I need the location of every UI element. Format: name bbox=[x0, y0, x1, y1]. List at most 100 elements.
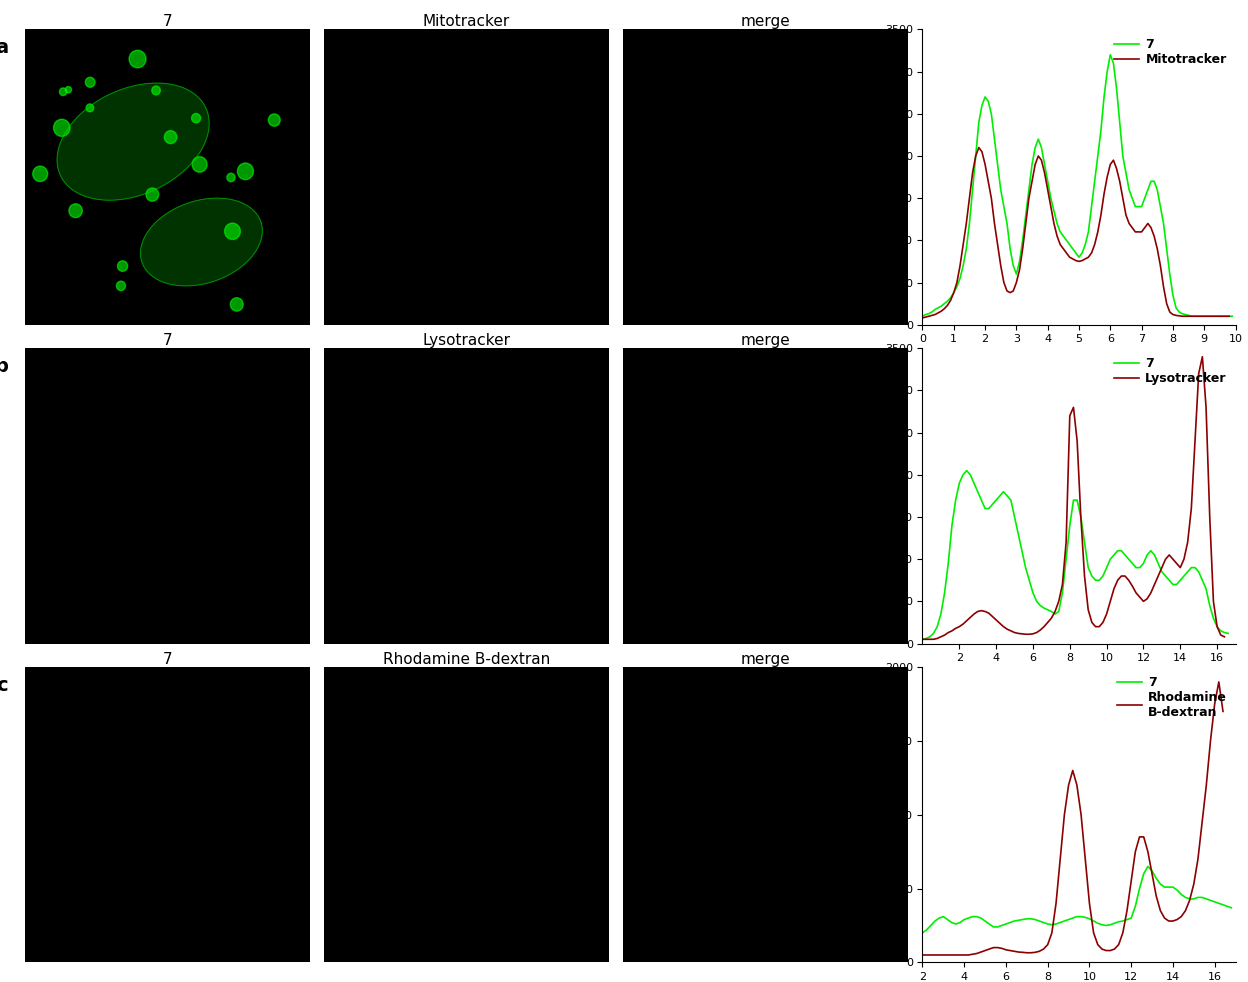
Text: b: b bbox=[0, 357, 7, 376]
7 bbox=[960, 464, 975, 476]
7 bbox=[934, 608, 948, 620]
7 bbox=[919, 632, 934, 644]
Circle shape bbox=[54, 119, 70, 136]
7 bbox=[1103, 49, 1118, 61]
Title: Lysotracker: Lysotracker bbox=[422, 333, 510, 349]
Legend: 7, Lysotracker: 7, Lysotracker bbox=[1112, 355, 1229, 388]
Mitotracker bbox=[1081, 251, 1096, 263]
Rhodamine
B-dextran bbox=[1174, 910, 1189, 922]
Rhodamine
B-dextran bbox=[1066, 765, 1081, 777]
7 bbox=[1166, 881, 1181, 893]
Lysotracker bbox=[915, 633, 930, 645]
7 bbox=[1221, 627, 1236, 639]
Lysotracker bbox=[1096, 617, 1111, 628]
Circle shape bbox=[69, 204, 82, 218]
Circle shape bbox=[165, 131, 177, 143]
7 bbox=[1212, 310, 1227, 322]
7 bbox=[1141, 860, 1156, 872]
7 bbox=[1151, 558, 1166, 570]
Circle shape bbox=[85, 78, 95, 87]
Rhodamine
B-dextran bbox=[1216, 705, 1231, 717]
7 bbox=[1070, 494, 1085, 506]
Line: 7: 7 bbox=[922, 866, 1232, 933]
Title: 7: 7 bbox=[162, 15, 172, 29]
7 bbox=[1174, 889, 1189, 900]
Legend: 7, Mitotracker: 7, Mitotracker bbox=[1112, 35, 1229, 69]
7 bbox=[1166, 578, 1181, 590]
7 bbox=[915, 633, 930, 645]
Lysotracker bbox=[934, 630, 948, 642]
Circle shape bbox=[225, 223, 241, 240]
Rhodamine
B-dextran bbox=[1187, 878, 1202, 890]
Circle shape bbox=[152, 86, 160, 95]
Title: merge: merge bbox=[741, 652, 790, 667]
7 bbox=[1203, 310, 1218, 322]
Line: Mitotracker: Mitotracker bbox=[922, 147, 1229, 318]
Mitotracker bbox=[1159, 298, 1174, 309]
Lysotracker bbox=[977, 606, 992, 618]
Text: a: a bbox=[0, 38, 7, 57]
Rhodamine
B-dextran bbox=[982, 943, 997, 955]
Lysotracker bbox=[960, 615, 975, 627]
7 bbox=[1099, 66, 1114, 78]
7 bbox=[1224, 901, 1239, 913]
Lysotracker bbox=[1132, 591, 1147, 603]
Lysotracker bbox=[1217, 630, 1232, 642]
Circle shape bbox=[146, 188, 158, 201]
Rhodamine
B-dextran bbox=[915, 949, 930, 960]
Y-axis label: relative intensity: relative intensity bbox=[869, 755, 882, 875]
Y-axis label: relative intensity: relative intensity bbox=[869, 436, 882, 556]
Circle shape bbox=[32, 166, 47, 182]
7 bbox=[987, 134, 1002, 145]
Line: 7: 7 bbox=[922, 470, 1228, 639]
X-axis label: distance (μM): distance (μM) bbox=[1025, 350, 1133, 364]
7 bbox=[915, 927, 930, 939]
7 bbox=[1055, 587, 1070, 599]
Circle shape bbox=[65, 86, 71, 93]
Circle shape bbox=[60, 88, 67, 95]
7 bbox=[1161, 881, 1176, 893]
Mitotracker bbox=[1000, 285, 1015, 297]
Title: Rhodamine B-dextran: Rhodamine B-dextran bbox=[383, 652, 550, 667]
Polygon shape bbox=[141, 198, 262, 286]
Text: c: c bbox=[0, 676, 7, 695]
Title: 7: 7 bbox=[162, 333, 172, 349]
Rhodamine
B-dextran bbox=[1212, 676, 1227, 687]
Circle shape bbox=[192, 157, 207, 172]
7 bbox=[1224, 310, 1239, 322]
Mitotracker bbox=[915, 312, 930, 324]
Title: merge: merge bbox=[741, 15, 790, 29]
Legend: 7, Rhodamine
B-dextran: 7, Rhodamine B-dextran bbox=[1114, 674, 1229, 721]
7 bbox=[1153, 878, 1168, 890]
Rhodamine
B-dextran bbox=[1015, 947, 1030, 958]
Circle shape bbox=[231, 298, 243, 311]
Mitotracker bbox=[1072, 255, 1087, 267]
Circle shape bbox=[268, 114, 281, 127]
Circle shape bbox=[191, 114, 201, 123]
Circle shape bbox=[237, 163, 253, 180]
7 bbox=[975, 99, 990, 111]
7 bbox=[940, 913, 955, 925]
Mitotracker bbox=[990, 239, 1005, 250]
Line: Lysotracker: Lysotracker bbox=[922, 356, 1224, 639]
Circle shape bbox=[117, 261, 127, 271]
Line: 7: 7 bbox=[922, 55, 1232, 316]
Lysotracker bbox=[1151, 571, 1166, 582]
X-axis label: distance (μM): distance (μM) bbox=[1025, 669, 1133, 682]
7 bbox=[1075, 247, 1090, 259]
Mitotracker bbox=[971, 141, 986, 153]
Lysotracker bbox=[1194, 351, 1209, 362]
Mitotracker bbox=[1222, 310, 1237, 322]
Y-axis label: relative intensity: relative intensity bbox=[869, 117, 882, 237]
7 bbox=[915, 310, 930, 322]
7 bbox=[1194, 892, 1209, 903]
Circle shape bbox=[116, 281, 126, 291]
Polygon shape bbox=[57, 83, 210, 200]
Title: 7: 7 bbox=[162, 652, 172, 667]
Rhodamine
B-dextran bbox=[1166, 915, 1181, 927]
Line: Rhodamine
B-dextran: Rhodamine B-dextran bbox=[922, 682, 1223, 955]
Circle shape bbox=[129, 50, 146, 68]
Circle shape bbox=[86, 104, 94, 112]
Title: Mitotracker: Mitotracker bbox=[423, 15, 510, 29]
Title: merge: merge bbox=[741, 333, 790, 349]
